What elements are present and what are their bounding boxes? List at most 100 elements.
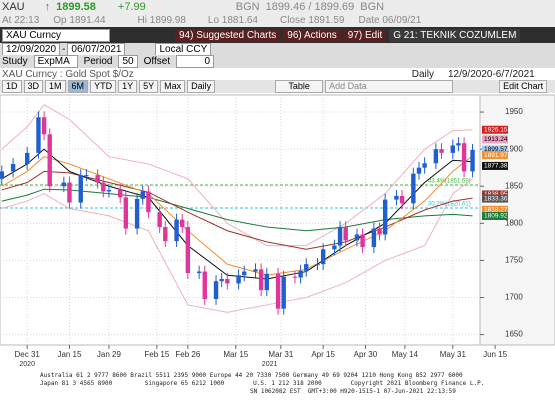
table-button[interactable]: Table <box>275 80 324 93</box>
period-button[interactable]: 1Y <box>118 80 138 93</box>
candle-body <box>433 149 439 164</box>
footer-line: SN 1062082 EST GMT+3:00 H920-1515-1 07-J… <box>250 388 456 395</box>
price-label-box <box>482 151 508 160</box>
candle-body <box>185 227 191 274</box>
candle-body <box>163 227 168 242</box>
study-label: Study <box>2 56 28 67</box>
candle-body <box>123 197 129 229</box>
period-button[interactable]: YTD <box>90 80 117 93</box>
low: Lo 1881.64 <box>207 15 258 26</box>
x-tick-label: Jun 15 <box>483 350 508 359</box>
frequency-select[interactable]: Daily <box>187 80 216 93</box>
period-button[interactable]: 3D <box>23 80 44 93</box>
menu-item[interactable]: 97) Edit <box>343 28 387 42</box>
y-tick-label: 1850 <box>505 181 523 190</box>
add-data[interactable]: Add Data <box>325 80 454 93</box>
edit-chart[interactable]: Edit Chart <box>499 80 548 93</box>
currency[interactable]: Local CCY <box>155 43 212 55</box>
plot-layer: 43.4%(1851.69) 30.2%(1820.61) <box>0 103 480 315</box>
y-tick-label: 1750 <box>505 256 523 265</box>
range-label: 12/9/2020-6/7/2021 <box>447 68 535 80</box>
study-name[interactable]: ExpMA <box>33 55 78 68</box>
overlay-line <box>1 170 473 250</box>
candle-body <box>470 149 475 172</box>
offset[interactable]: 0 <box>176 55 215 68</box>
period-button[interactable]: 5Y <box>139 80 159 93</box>
candle-body <box>304 264 309 271</box>
chart-title: XAU Curncy : Gold Spot $/Oz <box>2 68 134 80</box>
menu-item[interactable]: G 21: TEKNIK COZUMLEM <box>389 28 521 42</box>
candle-body <box>315 264 320 266</box>
candle-body <box>275 273 281 309</box>
chart-title-row: XAU Curncy : Gold Spot $/Oz Daily 12/9/2… <box>0 68 555 80</box>
year-label: 2021 <box>262 361 278 368</box>
candle-body <box>292 276 298 278</box>
period-button[interactable]: 1M <box>45 80 66 93</box>
candle-body <box>225 278 230 284</box>
x-tick-label: Dec 31 <box>15 350 41 359</box>
candle-body <box>399 195 405 204</box>
candle-body <box>180 219 185 228</box>
toolbar: 1D 3D 1M 6M YTD 1Y 5Y Max Daily Table Add Data Edit… <box>0 80 555 93</box>
security-input[interactable]: XAU Curncy <box>2 28 110 42</box>
x-tick-label: May 31 <box>440 350 467 359</box>
price-label-box <box>482 125 508 134</box>
candle-body <box>258 269 264 291</box>
period[interactable]: 50 <box>118 55 138 68</box>
candle-body <box>78 175 83 203</box>
end-date[interactable]: 06/07/2021 <box>67 43 126 55</box>
close: Close 1891.59 <box>279 15 345 26</box>
bid-ask: 1899.46 / 1899.69 <box>265 1 355 13</box>
candle-body <box>360 234 365 248</box>
y-tick-label: 1800 <box>505 218 523 227</box>
x-tick-label: Feb 26 <box>175 350 200 359</box>
candle-body <box>118 189 123 198</box>
level-label: 30.2%(1820.61) <box>428 202 471 208</box>
footer-line: Japan 81 3 4565 8900 Singapore 65 6212 1… <box>40 380 485 387</box>
period-button[interactable]: 6M <box>67 80 89 93</box>
candle-body <box>394 195 399 200</box>
price-label-box <box>482 190 508 199</box>
y-tick-label: 1950 <box>505 107 523 116</box>
ask-source: BGN <box>360 1 385 13</box>
menu-item[interactable]: 96) Actions <box>283 28 341 42</box>
price-label: 1926.15 <box>484 126 508 133</box>
x-tick-label: Jan 29 <box>97 350 122 359</box>
start-date[interactable]: 12/09/2020 <box>2 43 61 55</box>
candle-body <box>320 249 326 265</box>
candle-body <box>253 269 258 272</box>
candle-body <box>36 117 41 153</box>
candle-body <box>140 191 145 199</box>
price-label: 1891.97 <box>484 152 508 159</box>
footer-line: Australia 61 2 9777 8600 Brazil 5511 239… <box>40 372 463 379</box>
candle-body <box>24 152 30 164</box>
price-label: 1809.92 <box>484 213 508 220</box>
x-tick-label: Apr 15 <box>311 350 335 359</box>
candle-body <box>47 134 52 187</box>
candle-body <box>236 275 241 284</box>
quote-row: XAU ↑ 1899.58 +7.99 BGN 1899.46 / 1899.6… <box>0 0 555 14</box>
price-label: 1818.27 <box>484 207 508 214</box>
study-row: Study ExpMA Period 50 Offset 0 <box>0 55 555 68</box>
price-label-box <box>482 135 508 144</box>
candle-body <box>371 228 377 248</box>
period-button[interactable]: Max <box>160 80 186 93</box>
candle-body <box>422 163 427 168</box>
candle-body <box>157 212 162 228</box>
x-tick-label: May 14 <box>392 350 419 359</box>
separator: - <box>62 43 66 55</box>
candle-body <box>337 227 343 246</box>
period-label: Period <box>83 56 113 67</box>
candle-body <box>411 173 416 204</box>
x-tick-label: Feb 15 <box>144 350 169 359</box>
period-button[interactable]: 1D <box>2 80 22 93</box>
candle-body <box>41 117 47 135</box>
menu-item[interactable]: 94) Suggested Charts <box>175 28 281 42</box>
candle-body <box>10 163 16 172</box>
price-label: 1899.57 <box>484 146 508 153</box>
y-tick-label: 1700 <box>505 293 523 302</box>
overlay-line <box>1 178 473 313</box>
candle-body <box>416 167 422 174</box>
candle-body <box>461 143 467 172</box>
frequency-label: Daily <box>411 68 434 80</box>
